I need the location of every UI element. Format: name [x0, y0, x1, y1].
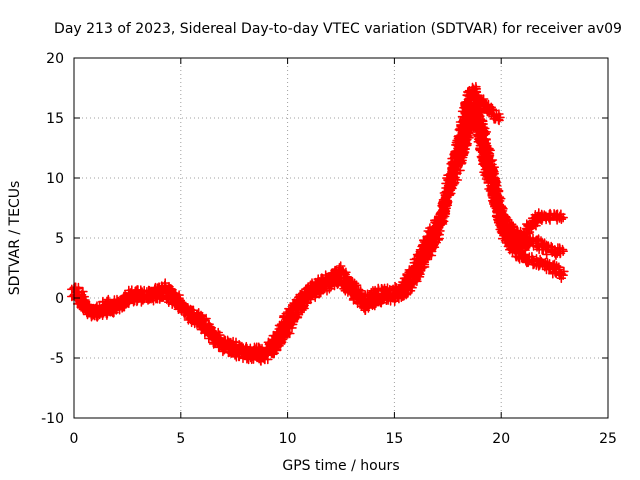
data-marker-cluster [208, 331, 231, 357]
data-marker [494, 115, 504, 126]
data-marker-cluster [348, 288, 370, 315]
y-axis-label: SDTVAR / TECUs [7, 181, 23, 296]
data-marker-cluster [415, 240, 438, 273]
x-axis-label: GPS time / hours [282, 458, 399, 474]
x-tick-label: 25 [599, 431, 617, 447]
y-tick-label: 15 [46, 111, 64, 127]
data-marker-cluster [486, 105, 505, 125]
chart-title: Day 213 of 2023, Sidereal Day-to-day VTE… [54, 21, 622, 37]
y-tick-label: -10 [41, 411, 64, 427]
x-tick-label: 10 [279, 431, 297, 447]
series-main [67, 81, 568, 361]
x-tick-labels: 0 5 10 15 20 25 [70, 431, 617, 447]
data-series [67, 81, 569, 366]
y-tick-label: 5 [55, 231, 64, 247]
x-tick-label: 15 [385, 431, 403, 447]
y-tick-label: 20 [46, 51, 64, 67]
data-marker [558, 270, 568, 280]
y-tick-labels: -10 -5 0 5 10 15 20 [41, 51, 64, 427]
series-lower-branch [485, 184, 569, 283]
series-upper-branch [455, 94, 505, 158]
data-marker-cluster [432, 196, 453, 238]
y-tick-label: -5 [50, 351, 64, 367]
x-tick-label: 5 [176, 431, 185, 447]
data-marker [558, 212, 568, 223]
data-marker-cluster [485, 184, 506, 223]
axis-ticks [73, 57, 609, 419]
series-main-spread [67, 105, 568, 366]
data-marker-cluster [331, 272, 353, 294]
data-marker-cluster [475, 141, 493, 178]
data-marker [558, 246, 568, 256]
data-marker-cluster [94, 301, 118, 320]
y-tick-label: 10 [46, 171, 64, 187]
data-marker-cluster [219, 339, 242, 360]
x-tick-label: 0 [70, 431, 79, 447]
x-tick-label: 20 [492, 431, 510, 447]
y-tick-label: 0 [55, 291, 64, 307]
